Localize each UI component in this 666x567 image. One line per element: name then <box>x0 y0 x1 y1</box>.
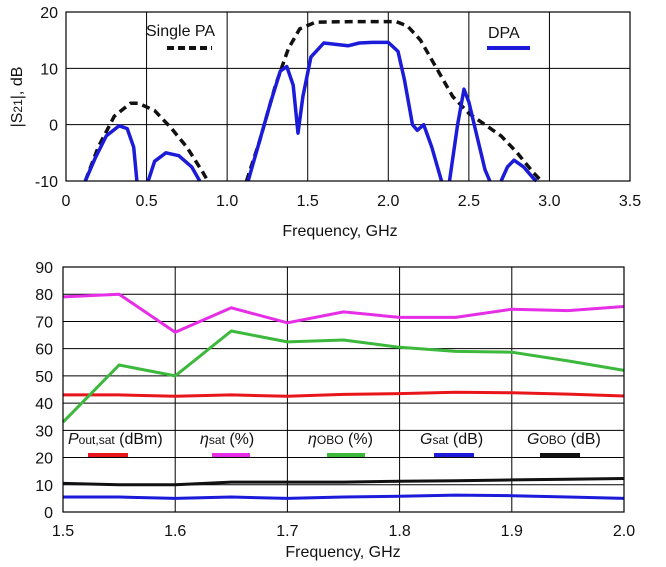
performance-x-tick-label: 1.5 <box>52 523 74 540</box>
performance-series-obo <box>61 329 625 424</box>
performance-grid <box>63 267 624 512</box>
legend-dpa-label: DPA <box>488 25 520 42</box>
s21-series-dpa-segment-1 <box>83 124 139 182</box>
performance-series-sat <box>62 292 625 334</box>
performance-y-tick-label: 70 <box>35 314 53 331</box>
performance-x-tick-label: 1.6 <box>164 523 186 540</box>
s21-series-single-pa-segment-2 <box>244 19 543 183</box>
s21-x-tick-label: 0 <box>62 193 71 210</box>
performance-y-tick-label: 90 <box>35 260 53 277</box>
s21-x-tick-label: 2.5 <box>458 193 480 210</box>
s21-y-tick-label: 0 <box>49 118 58 135</box>
performance-series-pout-sat-dbm <box>63 390 625 398</box>
performance-y-tick-label: 40 <box>35 396 53 413</box>
performance-x-tick-label: 1.9 <box>501 523 523 540</box>
performance-series <box>61 292 625 500</box>
s21-series-dpa-segment-5 <box>499 158 538 183</box>
s21-series-dpa-segment-4 <box>447 87 492 182</box>
performance-x-tick-label: 1.7 <box>276 523 298 540</box>
s21-series-single-pa-segment-1 <box>83 101 210 182</box>
performance-chart: 1.5 1.6 1.7 1.8 1.9 2.0 0 10 20 30 40 50 60 70 80 90 Po… <box>35 260 635 561</box>
performance-tick-labels: 1.5 1.6 1.7 1.8 1.9 2.0 0 10 20 30 40 50 60 70 80 90 <box>35 260 635 540</box>
performance-y-tick-label: 0 <box>44 505 53 522</box>
s21-series-dpa-segment-2 <box>146 151 202 182</box>
performance-legend: Pout,sat (dBm) ηsat (%) ηOBO (%) Gsat (d… <box>68 431 601 457</box>
legend-pout-label: Pout,sat (dBm) <box>68 431 163 448</box>
s21-y-tick-label: 20 <box>40 5 58 22</box>
performance-y-tick-label: 30 <box>35 423 53 440</box>
s21-y-tick-label: -10 <box>35 174 58 191</box>
performance-y-tick-label: 50 <box>35 369 53 386</box>
s21-x-tick-label: 3.5 <box>619 193 641 210</box>
performance-series-gobo-db <box>62 477 625 487</box>
s21-x-tick-label: 1.5 <box>297 193 319 210</box>
performance-y-tick-label: 20 <box>35 451 53 468</box>
performance-x-tick-label: 2.0 <box>613 523 635 540</box>
s21-x-tick-label: 0.5 <box>135 193 157 210</box>
legend-eta-sat-label: ηsat (%) <box>200 431 254 448</box>
s21-plot-frame <box>65 11 631 182</box>
legend-single-pa-label: Single PA <box>146 23 215 40</box>
performance-y-tick-label: 80 <box>35 287 53 304</box>
s21-x-tick-label: 1.0 <box>216 193 238 210</box>
s21-x-tick-label: 3.0 <box>538 193 560 210</box>
performance-x-tick-label: 1.8 <box>388 523 410 540</box>
performance-x-axis-label: Frequency, GHz <box>285 544 400 561</box>
performance-series-gsat-db <box>63 493 625 500</box>
s21-y-axis-label: |S21|, dB <box>9 67 26 128</box>
s21-series <box>83 19 543 183</box>
s21-x-tick-label: 2.0 <box>377 193 399 210</box>
performance-plot-frame <box>62 266 625 513</box>
s21-y-tick-label: 10 <box>40 61 58 78</box>
legend-gsat-label: Gsat (dB) <box>420 431 483 448</box>
performance-y-tick-label: 60 <box>35 342 53 359</box>
legend-eta-obo-label: ηOBO (%) <box>308 431 373 448</box>
s21-x-axis-label: Frequency, GHz <box>282 223 397 240</box>
s21-grid <box>66 12 630 181</box>
performance-y-tick-label: 10 <box>35 478 53 495</box>
s21-series-dpa-segment-3 <box>246 40 444 182</box>
legend-gobo-label: GOBO (dB) <box>527 431 601 448</box>
